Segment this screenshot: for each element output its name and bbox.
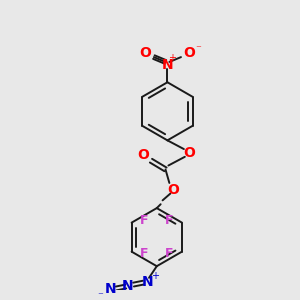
Text: O: O bbox=[184, 46, 196, 60]
Text: N: N bbox=[141, 275, 153, 289]
Text: +: + bbox=[168, 53, 176, 63]
Text: N: N bbox=[162, 58, 173, 72]
Text: O: O bbox=[183, 146, 195, 160]
Text: F: F bbox=[140, 247, 148, 260]
Text: F: F bbox=[140, 214, 148, 227]
Text: O: O bbox=[167, 183, 179, 197]
Text: N: N bbox=[104, 282, 116, 296]
Text: F: F bbox=[165, 247, 174, 260]
Text: +: + bbox=[151, 271, 159, 281]
Text: F: F bbox=[165, 214, 174, 227]
Text: ⁻: ⁻ bbox=[196, 44, 201, 54]
Text: O: O bbox=[137, 148, 149, 162]
Text: O: O bbox=[139, 46, 151, 60]
Text: N: N bbox=[122, 278, 134, 292]
Text: ⁻: ⁻ bbox=[98, 291, 103, 300]
